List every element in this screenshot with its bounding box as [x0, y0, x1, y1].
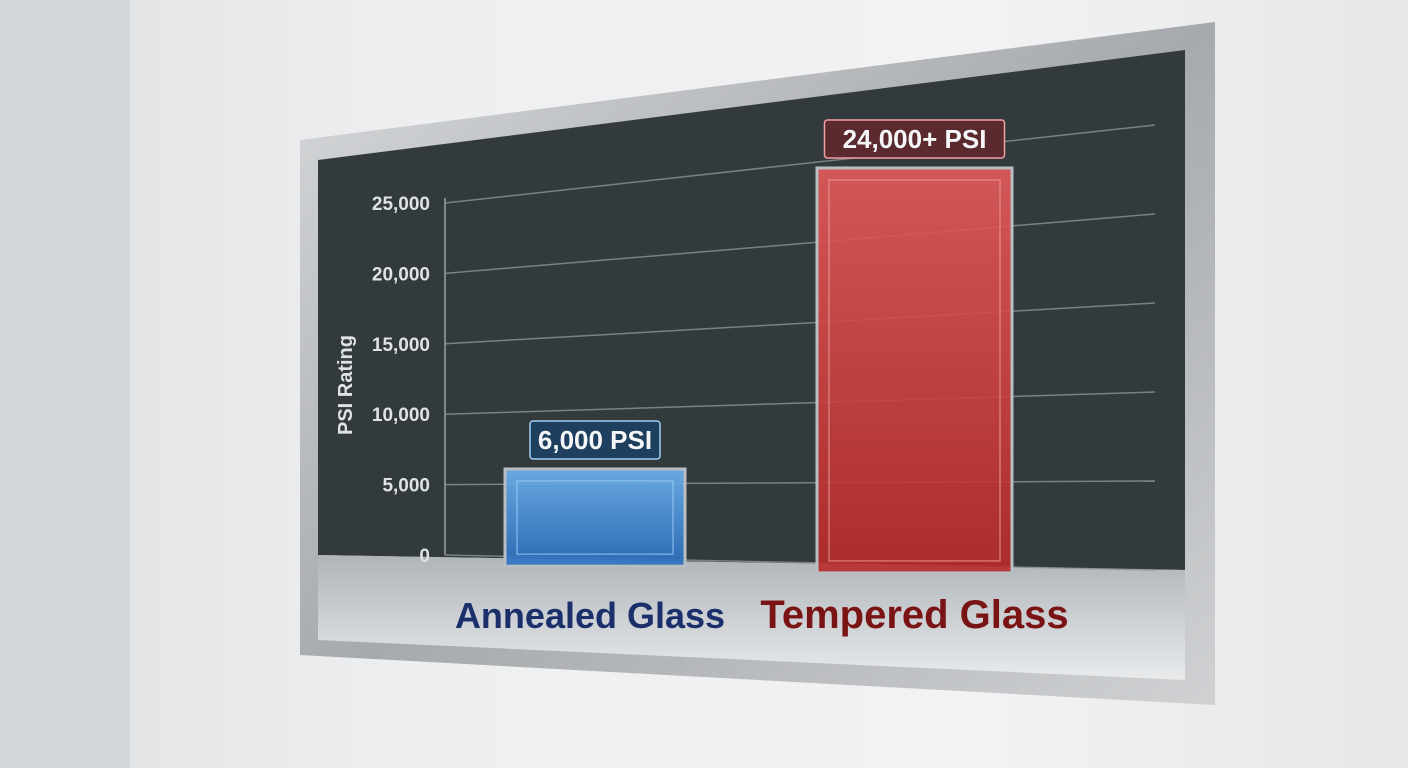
bar-inner-edge [516, 480, 674, 555]
category-label: Tempered Glass [760, 593, 1068, 637]
gridline [444, 213, 1156, 275]
y-tick-label: 25,000 [372, 194, 430, 215]
y-tick-label: 5,000 [382, 476, 430, 497]
background-office [0, 0, 130, 768]
y-axis-label: PSI Rating [335, 335, 357, 435]
bar-inner-edge [828, 179, 1001, 562]
data-label-box [823, 119, 1006, 159]
gridline [444, 302, 1156, 345]
bar-2 [815, 166, 1014, 575]
y-tick-label: 0 [419, 546, 430, 567]
floor [318, 555, 1185, 680]
y-tick-label: 15,000 [372, 335, 430, 356]
gridline [444, 124, 1156, 204]
y-tick-label: 10,000 [372, 405, 430, 426]
category-label: Annealed Glass [455, 595, 725, 636]
data-label-box [529, 420, 661, 460]
data-label: 6,000 PSI [538, 425, 652, 455]
data-label: 24,000+ PSI [843, 124, 987, 154]
bar-1 [503, 467, 687, 568]
y-tick-label: 20,000 [372, 264, 430, 285]
gridline [444, 391, 1156, 415]
